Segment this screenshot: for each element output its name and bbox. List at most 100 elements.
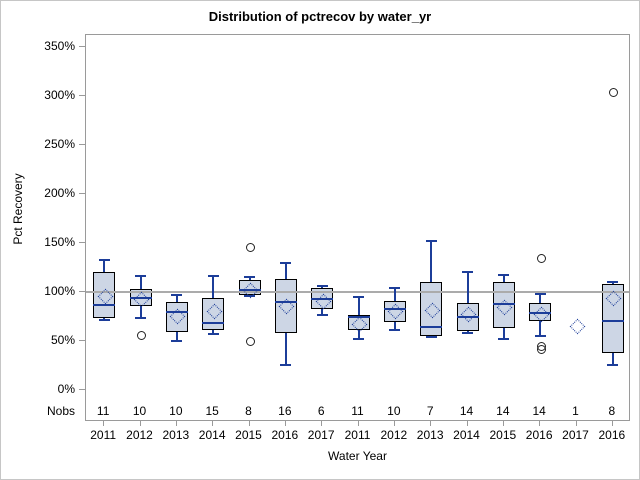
x-tick-label: 2017 [562,428,589,442]
box-rect [93,272,116,319]
box-rect [601,284,624,353]
box-whisker-upper [357,296,360,315]
nobs-value: 14 [459,404,474,418]
x-tick-label: 2017 [307,428,335,442]
box-whisker-upper [248,277,251,281]
whisker-cap-high [462,271,473,274]
whisker-cap-high [171,293,183,296]
nobs-value: 7 [426,404,434,418]
box-whisker-lower [393,322,396,331]
nobs-value: 10 [132,404,147,418]
outlier-point [536,345,546,355]
whisker-cap-high [135,275,146,278]
whisker-cap-low [462,332,473,335]
whisker-cap-high [353,295,364,298]
whisker-cap-low [98,319,110,322]
y-tick-label: 350% [44,39,75,53]
nobs-value: 14 [496,404,510,418]
nobs-row-label: Nobs [46,404,75,418]
box-whisker-lower [175,332,178,341]
x-tick-mark [212,421,214,426]
whisker-cap-low [316,313,328,316]
y-tick-label: 150% [44,235,75,249]
nobs-value: 8 [608,404,616,418]
box-rect [165,301,188,333]
whisker-cap-low [389,329,401,332]
median-line [129,296,152,299]
box-whisker-lower [321,308,324,315]
box-whisker-upper [103,259,106,273]
box-whisker-lower [212,330,215,335]
box-whisker-lower [502,328,505,340]
y-axis-label: Pct Recovery [11,173,25,245]
median-line [202,322,225,325]
x-tick-label: 2016 [271,428,299,442]
outlier-point [246,243,255,253]
median-line [274,300,297,303]
y-tick-mark [79,144,85,145]
box-whisker-lower [139,305,142,319]
x-tick-label: 2015 [235,428,262,442]
median-line [420,326,443,329]
x-tick-mark [175,421,177,426]
x-tick-mark [611,421,613,426]
box-whisker-upper [466,272,469,303]
x-tick-mark [466,421,468,426]
whisker-cap-low [534,335,546,338]
whisker-cap-low [498,338,510,341]
x-tick-mark [284,421,286,426]
median-line [383,307,406,310]
whisker-cap-high [98,258,110,261]
whisker-cap-high [244,276,255,279]
median-line [238,289,261,292]
y-tick-mark [79,340,85,341]
y-tick-mark [79,46,85,47]
x-tick-mark [393,421,395,426]
x-tick-label: 2014 [453,428,480,442]
box-whisker-lower [539,321,542,337]
whisker-cap-low [171,340,183,342]
whisker-cap-high [280,261,292,264]
whisker-cap-low [135,317,146,320]
outlier-point [609,87,619,97]
x-tick-mark [321,421,323,426]
median-line [529,311,552,314]
outlier-point [137,330,146,340]
whisker-cap-high [316,285,328,288]
x-tick-label: 2011 [90,428,117,442]
box-rect [492,282,515,329]
whisker-cap-high [207,275,219,278]
outlier-point [246,336,255,346]
nobs-value: 6 [317,404,325,418]
whisker-cap-low [280,363,292,366]
plot-area [85,34,630,421]
median-line [311,297,334,300]
y-tick-label: 50% [50,333,75,347]
y-tick-label: 250% [44,137,75,151]
x-tick-mark [357,421,359,426]
median-line [601,320,624,323]
nobs-value: 1 [572,404,579,418]
x-tick-label: 2015 [489,428,517,442]
x-tick-mark [103,421,105,426]
x-tick-mark [502,421,504,426]
box-whisker-upper [430,241,433,283]
box-rect [202,297,225,331]
y-tick-label: 300% [44,88,75,102]
x-tick-mark [539,421,541,426]
nobs-value: 10 [387,404,401,418]
box-whisker-lower [357,330,360,340]
y-tick-mark [79,193,85,194]
x-tick-label: 2011 [344,428,371,442]
nobs-value: 16 [278,404,292,418]
box-whisker-upper [284,262,287,280]
y-tick-mark [79,242,85,243]
x-tick-label: 2012 [126,428,153,442]
outlier-point [536,254,546,264]
x-tick-label: 2014 [198,428,226,442]
y-tick-label: 0% [57,382,75,396]
x-tick-mark [430,421,432,426]
reference-line-100pct [86,291,629,293]
y-tick-mark [79,95,85,96]
